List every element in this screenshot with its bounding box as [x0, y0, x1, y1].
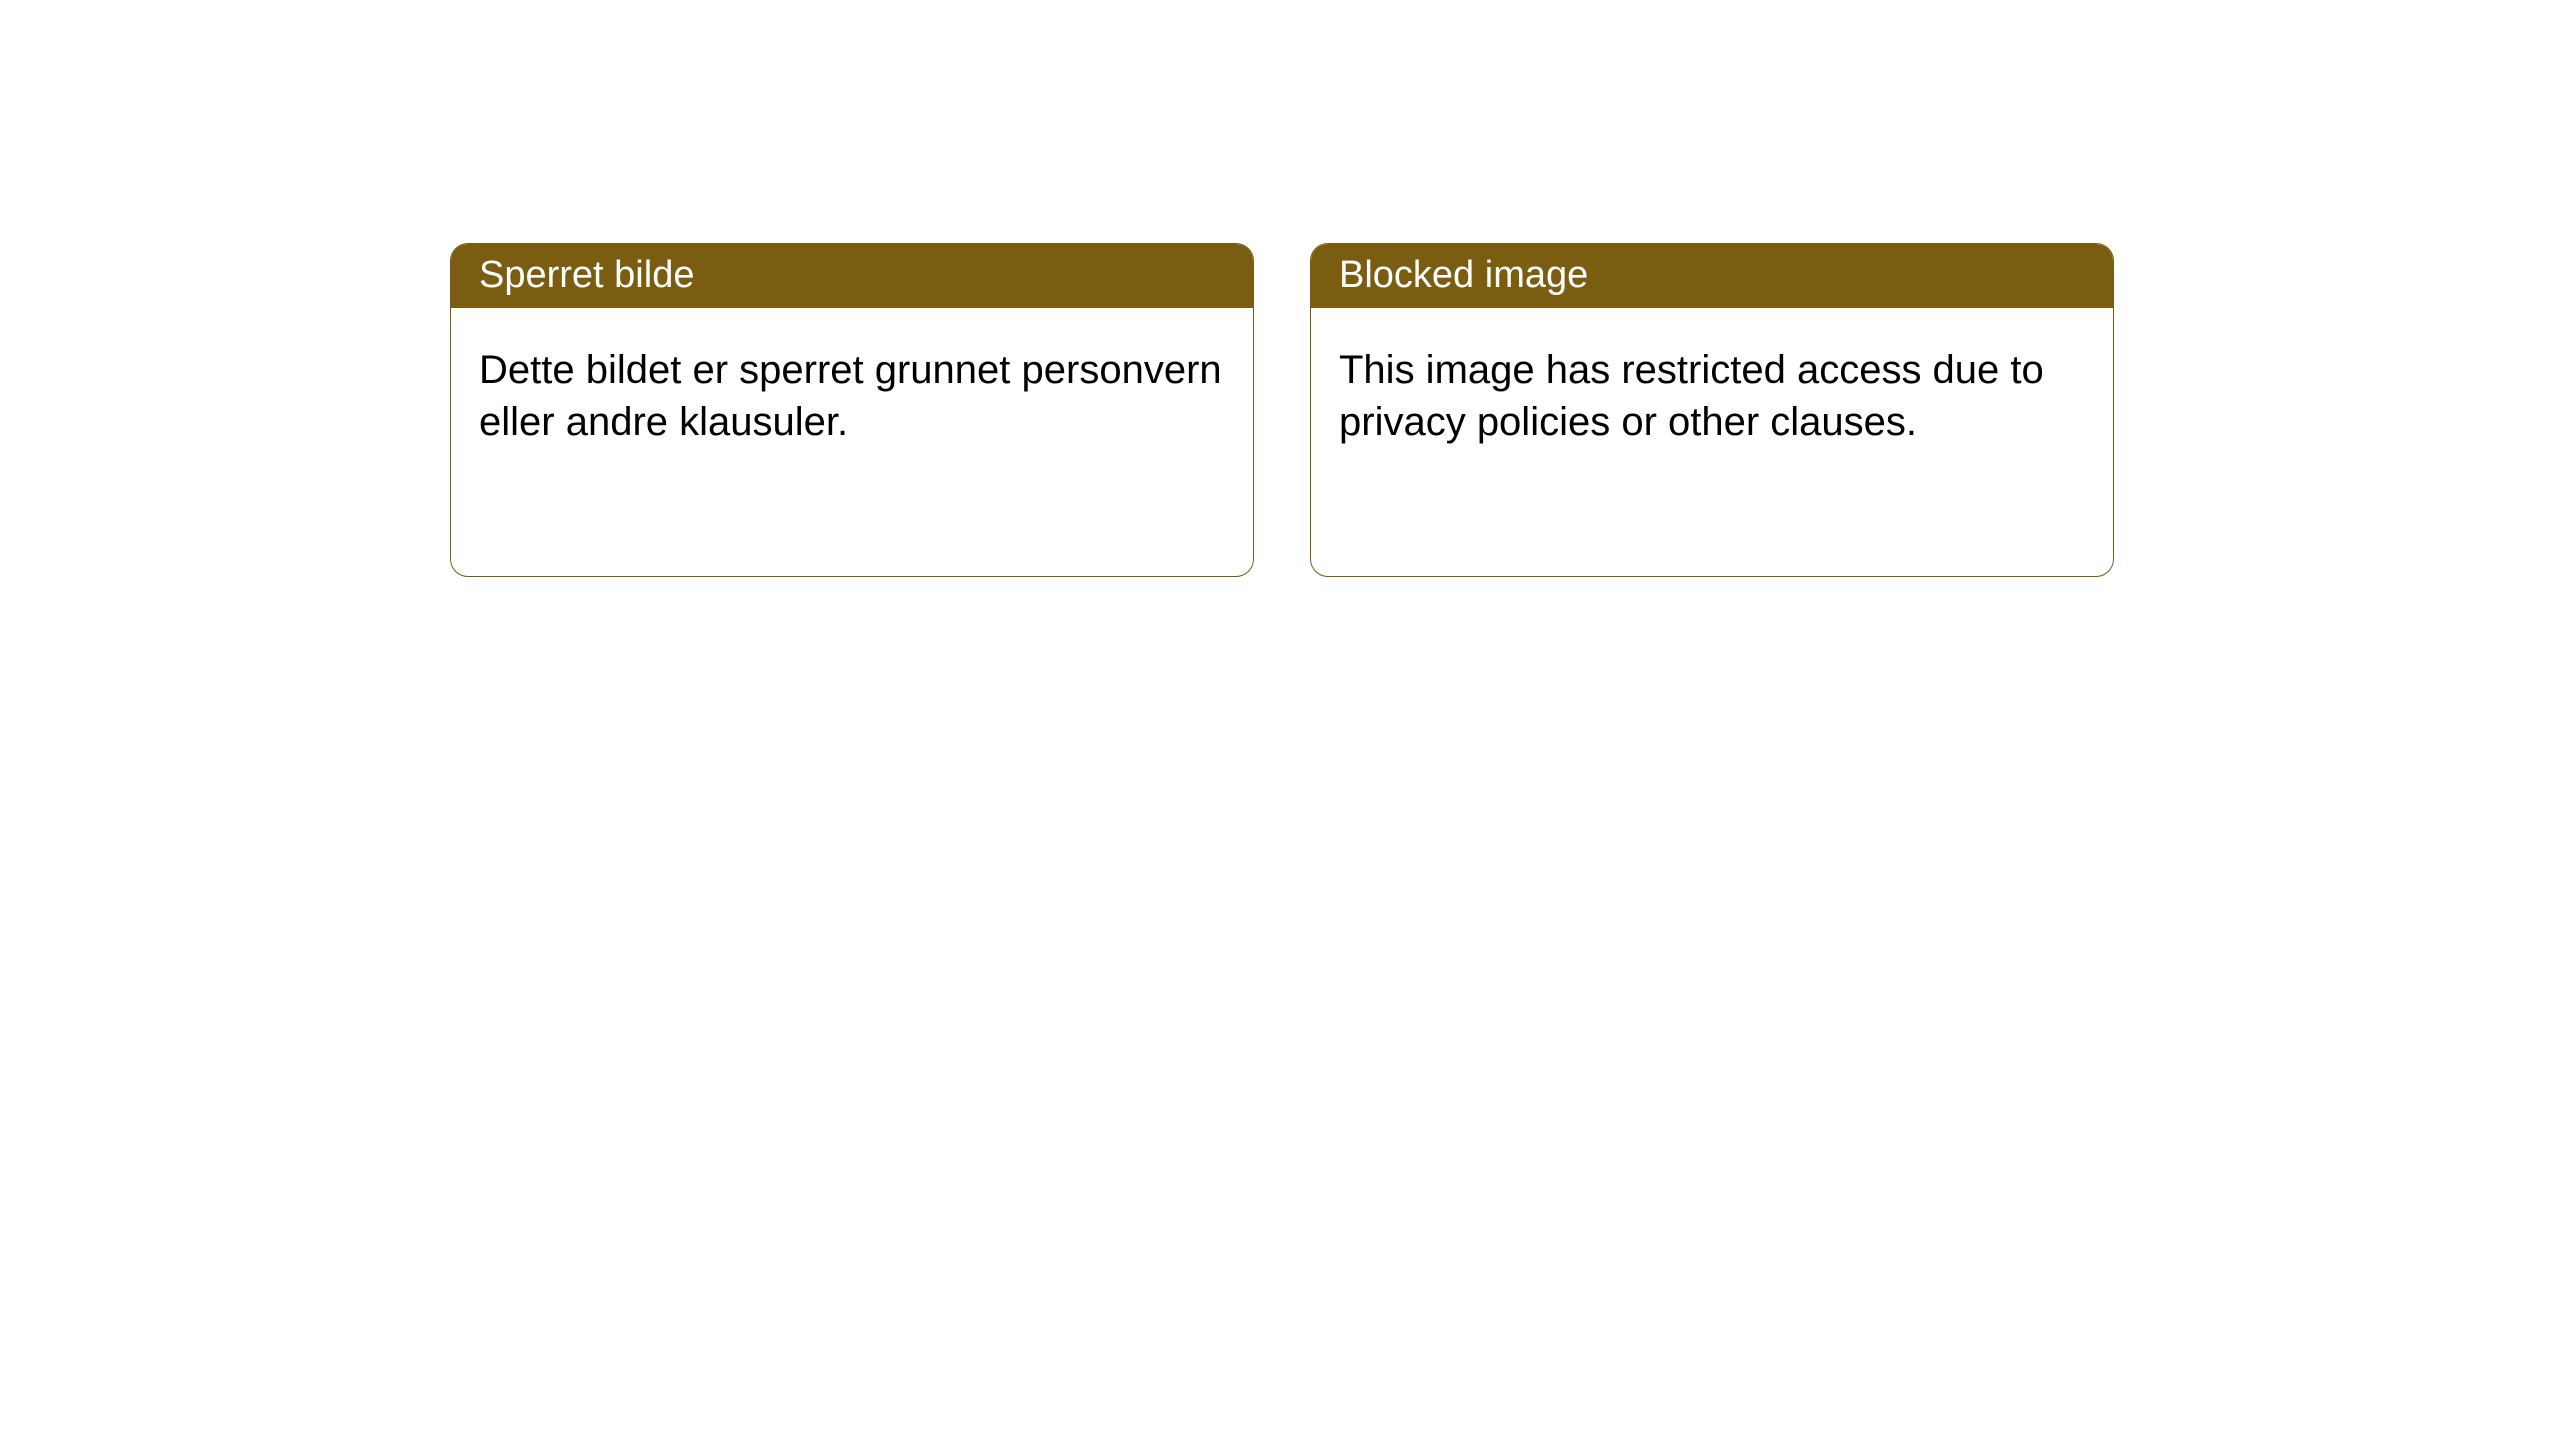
notice-card-english: Blocked image This image has restricted …	[1310, 243, 2114, 577]
notice-title: Sperret bilde	[451, 244, 1253, 308]
notice-body: This image has restricted access due to …	[1311, 308, 2113, 484]
notice-body: Dette bildet er sperret grunnet personve…	[451, 308, 1253, 484]
notice-container: Sperret bilde Dette bildet er sperret gr…	[0, 0, 2560, 577]
notice-card-norwegian: Sperret bilde Dette bildet er sperret gr…	[450, 243, 1254, 577]
notice-title: Blocked image	[1311, 244, 2113, 308]
